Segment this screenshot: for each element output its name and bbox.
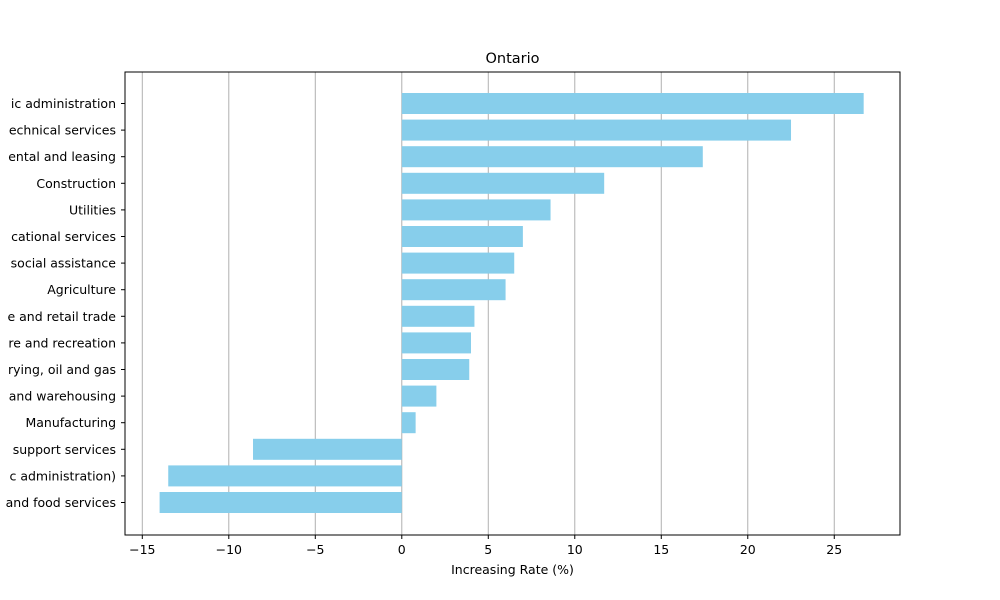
bars [159,93,864,513]
y-tick-label: and warehousing [9,389,116,404]
y-tick-label: and food services [6,495,116,510]
bar [401,199,551,221]
y-tick-label: echnical services [9,123,116,138]
plot-frame [124,71,901,536]
bar [168,465,402,487]
y-tick-label: ental and leasing [8,149,116,164]
x-tick-label: −10 [216,542,242,557]
y-tick-label: social assistance [11,256,117,271]
x-tick-label: 20 [740,542,756,557]
bar [401,412,416,434]
bar [401,226,523,247]
bar [401,172,605,194]
bar [401,279,506,301]
bar [401,332,471,354]
x-tick-label: 15 [653,542,669,557]
x-tick-label: −5 [306,542,324,557]
y-tick-label: Agriculture [47,282,116,297]
x-tick-label: 0 [398,542,406,557]
y-tick-label: ic administration [11,96,116,111]
bar [401,305,475,327]
bar [401,385,437,407]
x-axis-label: Increasing Rate (%) [451,562,574,577]
bar [253,438,402,460]
y-tick-label: Utilities [69,202,116,217]
y-axis: ic administration echnical services ental … [6,96,125,510]
y-tick-label: e and retail trade [7,309,116,324]
y-tick-label: cational services [11,229,116,244]
bar [401,146,703,168]
x-tick-label: 25 [826,542,842,557]
y-tick-label: re and recreation [8,335,116,350]
y-tick-label: Manufacturing [25,415,116,430]
bar [159,492,402,513]
y-tick-label: Construction [36,176,116,191]
x-tick-label: 10 [567,542,583,557]
x-tick-label: 5 [484,542,492,557]
y-tick-label: support services [13,442,116,457]
bar [401,252,515,274]
chart-title: Ontario [485,51,539,67]
bar [401,119,792,141]
x-axis: −15 −10 −5 0 5 10 15 20 25 [129,535,842,557]
x-tick-label: −15 [129,542,155,557]
y-tick-label: rying, oil and gas [8,362,116,377]
bar [401,93,864,114]
y-tick-label: c administration) [9,468,116,483]
bar [401,359,470,380]
